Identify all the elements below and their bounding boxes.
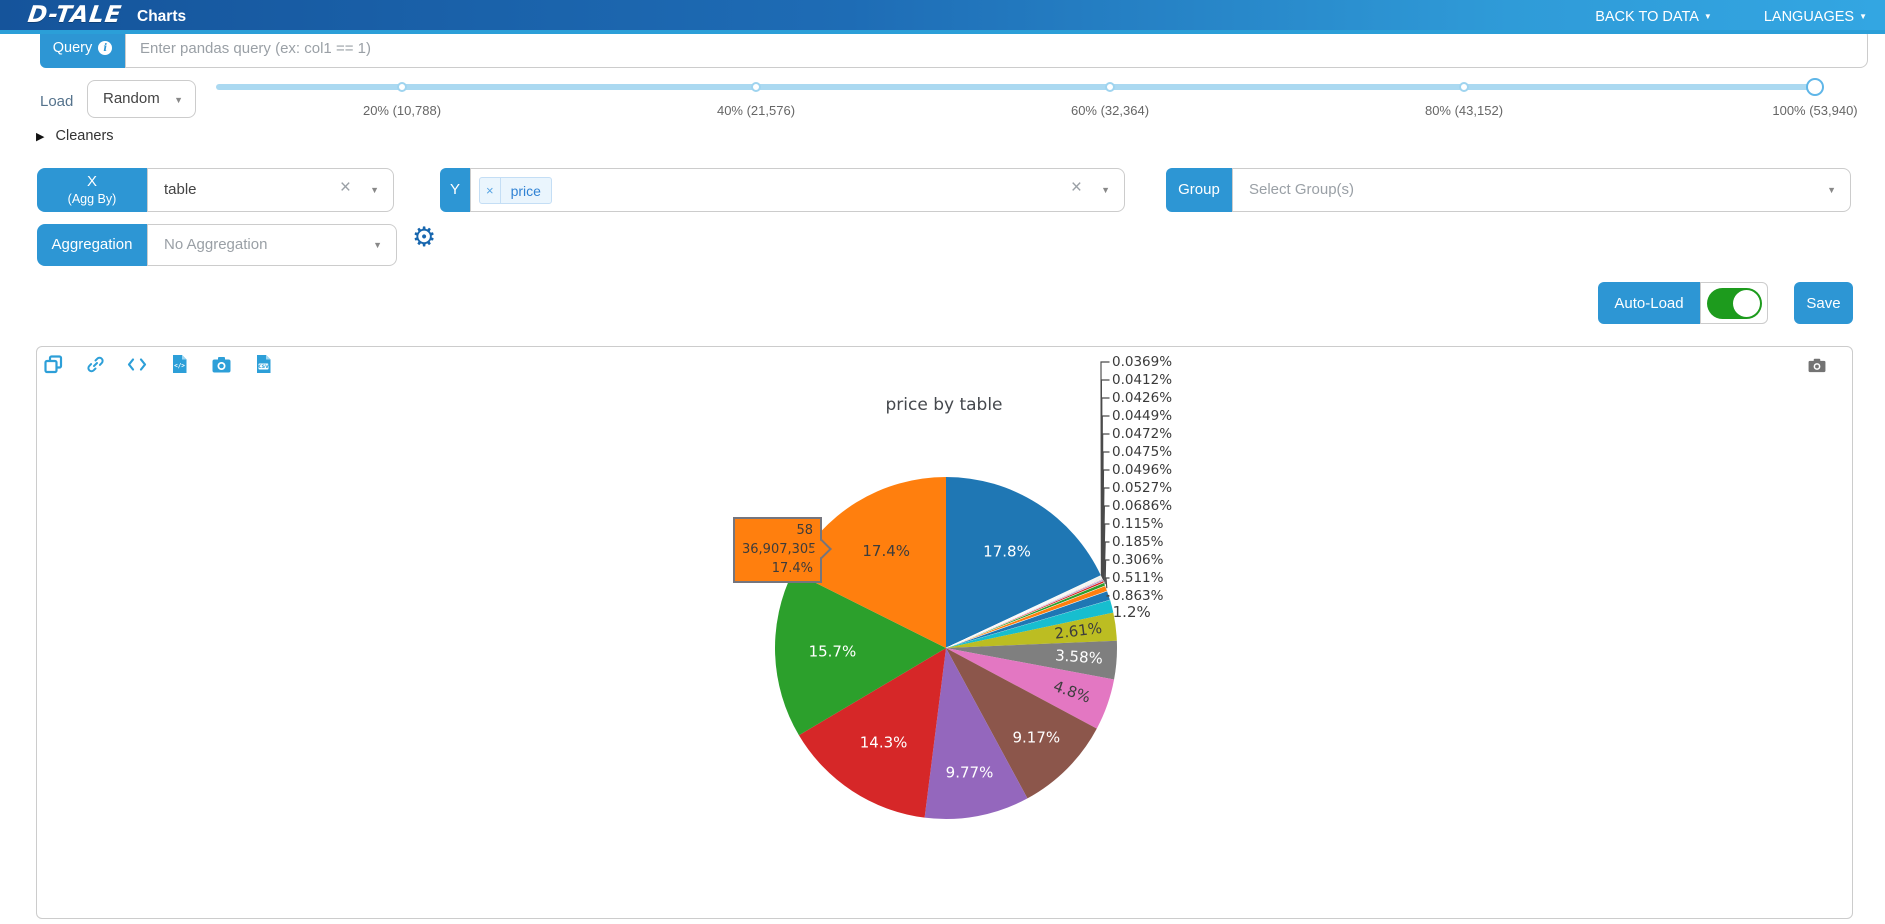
- slider-mark-dot[interactable]: [751, 82, 761, 92]
- slider-mark-dot[interactable]: [1459, 82, 1469, 92]
- slider-mark-label: 40% (21,576): [716, 103, 796, 118]
- auto-load-toggle[interactable]: [1700, 282, 1768, 324]
- svg-text:CSV: CSV: [258, 364, 269, 370]
- load-mode-select[interactable]: Random ▼: [87, 80, 196, 118]
- pie-slice-1.2%[interactable]: [946, 599, 1114, 648]
- navbar: D-TALE Charts BACK TO DATA ▼ LANGUAGES ▼: [0, 0, 1885, 34]
- remove-chip-icon[interactable]: ×: [480, 178, 501, 203]
- aggregation-placeholder: No Aggregation: [164, 236, 268, 253]
- slider-mark-dot[interactable]: [1105, 82, 1115, 92]
- page-title: Charts: [137, 8, 187, 25]
- aggregation-label: Aggregation: [37, 224, 147, 266]
- back-to-data-menu[interactable]: BACK TO DATA ▼: [1595, 9, 1712, 25]
- file-code-icon[interactable]: </>: [169, 354, 189, 374]
- export-csv-icon[interactable]: CSV: [253, 354, 273, 374]
- slider-mark-dot[interactable]: [397, 82, 407, 92]
- popup-chart-icon[interactable]: [43, 354, 63, 374]
- copy-link-icon[interactable]: [85, 354, 105, 374]
- query-label: Query i: [40, 28, 125, 68]
- save-button[interactable]: Save: [1794, 282, 1853, 324]
- load-mode-value: Random: [103, 90, 160, 107]
- query-input[interactable]: [125, 28, 1868, 68]
- pie-slice-17.8%[interactable]: [946, 477, 1101, 648]
- dtale-logo[interactable]: D-TALE: [26, 2, 124, 28]
- chevron-down-icon: ▼: [174, 95, 183, 105]
- y-axis-label: Y: [440, 168, 470, 212]
- slider-mark-label: 60% (32,364): [1070, 103, 1150, 118]
- chart-title: price by table: [885, 395, 1003, 415]
- x-axis-select[interactable]: table × ▼: [147, 168, 394, 212]
- cleaners-collapsible[interactable]: ▶ Cleaners: [36, 128, 114, 144]
- svg-text:</>: </>: [174, 363, 185, 370]
- code-export-icon[interactable]: [127, 354, 147, 374]
- aggregation-select[interactable]: No Aggregation ▼: [147, 224, 397, 266]
- pie-slice-4.8%[interactable]: [946, 648, 1115, 729]
- clear-icon[interactable]: ×: [339, 177, 351, 198]
- slider-mark-label: 100% (53,940): [1772, 103, 1858, 118]
- tooltip-x-value: 58: [796, 523, 813, 538]
- y-axis-select[interactable]: × price × ▼: [470, 168, 1125, 212]
- pie-slice-17.4%[interactable]: [793, 477, 946, 648]
- chevron-down-icon: ▼: [1859, 12, 1867, 21]
- group-placeholder: Select Group(s): [1249, 181, 1355, 198]
- pie-slice-3.58%[interactable]: [946, 640, 1118, 680]
- load-slider-handle[interactable]: [1806, 78, 1824, 96]
- pie-slice-14.3%[interactable]: [798, 648, 946, 818]
- chevron-down-icon[interactable]: ▼: [1101, 185, 1110, 195]
- x-axis-label: X (Agg By): [37, 168, 147, 212]
- languages-menu[interactable]: LANGUAGES ▼: [1763, 9, 1867, 25]
- y-value-chip-label: price: [510, 182, 541, 199]
- chevron-down-icon: ▼: [1703, 12, 1712, 21]
- download-plot-camera-icon[interactable]: [1808, 358, 1826, 378]
- pie-slice-2.61%[interactable]: [946, 612, 1117, 648]
- gear-icon[interactable]: ⚙: [412, 222, 437, 253]
- toggle-pill: [1707, 288, 1762, 319]
- x-axis-value: table: [164, 181, 197, 198]
- load-label: Load: [40, 93, 74, 110]
- pie-slice-9.17%[interactable]: [946, 648, 1097, 799]
- pie-slice-9.77%[interactable]: [924, 648, 1028, 820]
- group-label: Group: [1166, 168, 1232, 212]
- slider-mark-label: 20% (10,788): [362, 103, 442, 118]
- hover-tooltip: 58 36,907,305 17.4%: [733, 517, 832, 583]
- load-slider-track[interactable]: [216, 84, 1822, 90]
- chevron-down-icon[interactable]: ▼: [373, 240, 382, 250]
- slider-mark-label: 80% (43,152): [1424, 103, 1504, 118]
- y-value-chip: × price: [479, 177, 552, 204]
- clear-icon[interactable]: ×: [1070, 177, 1082, 198]
- info-icon[interactable]: i: [98, 41, 113, 55]
- tooltip-sum-value: 36,907,305: [742, 542, 817, 557]
- tooltip-pct-value: 17.4%: [771, 561, 813, 576]
- chevron-down-icon[interactable]: ▼: [370, 185, 379, 195]
- chart-toolbar: </> CSV: [43, 354, 273, 374]
- chevron-down-icon[interactable]: ▼: [1827, 185, 1836, 195]
- pie-slice-15.7%[interactable]: [775, 571, 946, 736]
- chart-image-icon[interactable]: [211, 354, 231, 374]
- toggle-knob: [1733, 290, 1760, 317]
- group-select[interactable]: Select Group(s) ▼: [1232, 168, 1851, 212]
- auto-load-button[interactable]: Auto-Load: [1598, 282, 1700, 324]
- collapsed-triangle-icon: ▶: [36, 131, 45, 143]
